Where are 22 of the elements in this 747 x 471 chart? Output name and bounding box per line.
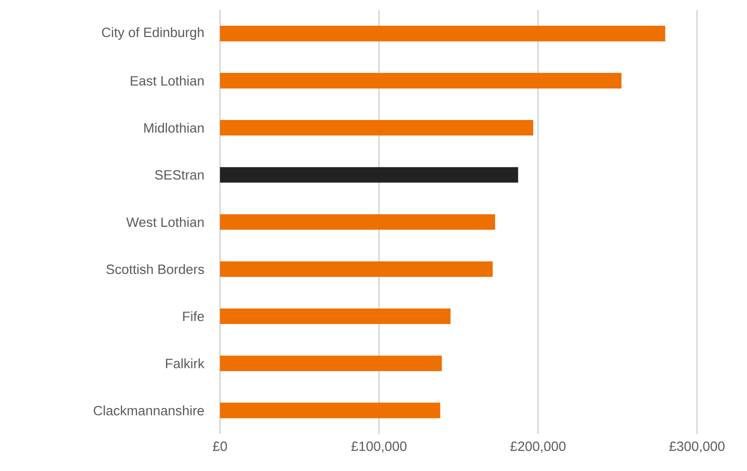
y-tick-label: Scottish Borders [106, 264, 204, 274]
bar [220, 261, 493, 277]
y-tick-label: Falkirk [166, 358, 204, 368]
bar [220, 214, 496, 230]
bar [220, 26, 666, 42]
x-tick-label: £0 [212, 442, 227, 452]
bar [220, 167, 518, 183]
y-tick-label: Clackmannanshire [94, 406, 204, 416]
x-tick-label: £300,000 [669, 442, 725, 453]
y-tick-label: SEStran [155, 170, 204, 180]
y-tick-label: Midlothian [144, 122, 204, 133]
y-tick-label: City of Edinburgh [102, 27, 204, 40]
bar [220, 120, 534, 136]
y-tick-label: Fife [183, 311, 204, 322]
x-tick-label: £200,000 [510, 442, 566, 453]
bar [220, 72, 622, 88]
y-tick-label: West Lothian [126, 217, 204, 227]
bar [220, 356, 442, 372]
y-tick-label: East Lothian [130, 76, 204, 86]
x-tick-label: £100,000 [351, 442, 407, 453]
bar [220, 308, 451, 324]
bar [220, 402, 440, 418]
